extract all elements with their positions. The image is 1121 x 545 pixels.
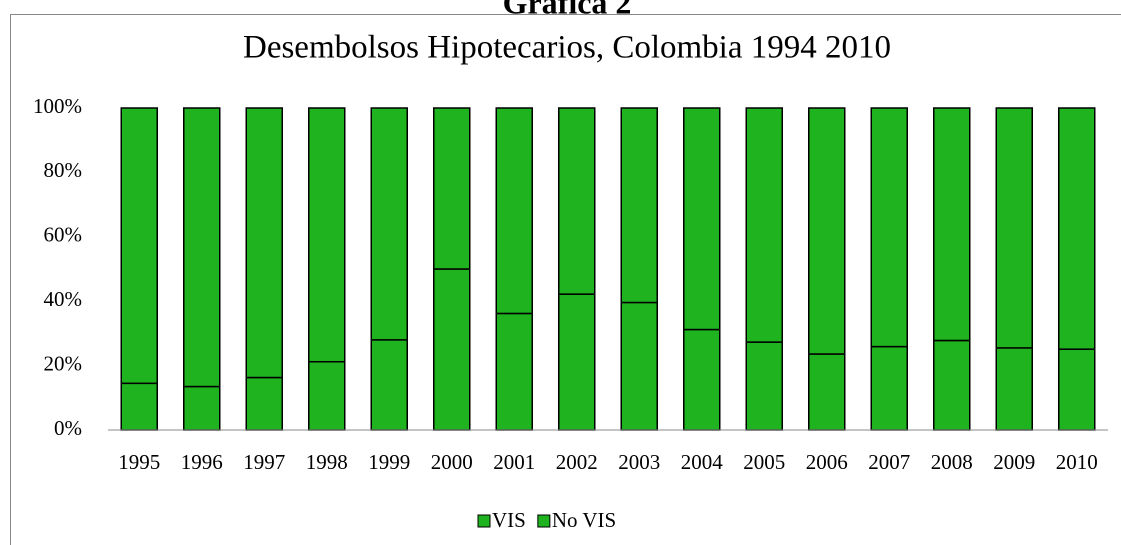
bar-segment <box>933 107 971 342</box>
bar-segment <box>933 339 971 431</box>
x-tick-label: 2007 <box>868 450 910 474</box>
bar-segment <box>495 312 533 431</box>
bar-segment <box>183 385 221 431</box>
x-tick-label: 2009 <box>993 450 1035 474</box>
x-tick-label: 2006 <box>806 450 848 474</box>
x-tick-label: 2008 <box>931 450 973 474</box>
bar-segment <box>308 360 346 431</box>
bar-segment <box>745 107 783 343</box>
x-tick-label: 1995 <box>118 450 160 474</box>
bar-segment <box>495 107 533 315</box>
y-tick-label: 40% <box>44 287 83 311</box>
bar-segment <box>745 341 783 431</box>
y-tick-label: 20% <box>44 351 83 375</box>
bar-segment <box>1058 107 1096 350</box>
bar-segment <box>995 347 1033 431</box>
y-tick-label: 100% <box>33 94 82 118</box>
x-tick-label: 1997 <box>243 450 285 474</box>
bar-segment <box>995 107 1033 349</box>
bar-segment <box>808 107 846 355</box>
bar-segment <box>245 376 283 431</box>
bar-segment <box>370 107 408 341</box>
x-tick-label: 2002 <box>556 450 598 474</box>
bar-segment <box>620 301 658 431</box>
x-tick-label: 1999 <box>368 450 410 474</box>
bar-segment <box>120 107 158 385</box>
bar-segment <box>558 107 596 295</box>
x-tick-label: 2005 <box>743 450 785 474</box>
x-tick-label: 2003 <box>618 450 660 474</box>
x-tick-label: 1998 <box>306 450 348 474</box>
bar-segment <box>245 107 283 379</box>
bar-segment <box>370 339 408 431</box>
bar-segment <box>308 107 346 363</box>
bar-segment <box>120 382 158 431</box>
bar-segment <box>558 293 596 431</box>
chart-supertitle: Gráfica 2 <box>503 0 632 20</box>
bar-segment <box>683 107 721 331</box>
bar-segment <box>1058 348 1096 431</box>
bar-segment <box>620 107 658 304</box>
legend-label: VIS <box>492 508 526 532</box>
legend-swatch <box>477 514 491 528</box>
bar-segment <box>870 345 908 431</box>
legend-label: No VIS <box>552 508 616 532</box>
x-tick-label: 2001 <box>493 450 535 474</box>
x-tick-label: 2004 <box>681 450 724 474</box>
x-tick-label: 2000 <box>431 450 473 474</box>
bar-segment <box>433 268 471 431</box>
bar-segment <box>683 328 721 431</box>
x-tick-label: 2010 <box>1056 450 1098 474</box>
x-tick-label: 1996 <box>181 450 223 474</box>
bar-segment <box>870 107 908 348</box>
y-tick-label: 60% <box>44 223 83 247</box>
bar-segment <box>183 107 221 388</box>
y-tick-label: 0% <box>54 416 82 440</box>
bar-segment <box>433 107 471 270</box>
y-tick-label: 80% <box>44 158 83 182</box>
chart-title: Desembolsos Hipotecarios, Colombia 1994 … <box>243 30 891 66</box>
bar-segment <box>808 353 846 431</box>
legend-swatch <box>537 514 551 528</box>
